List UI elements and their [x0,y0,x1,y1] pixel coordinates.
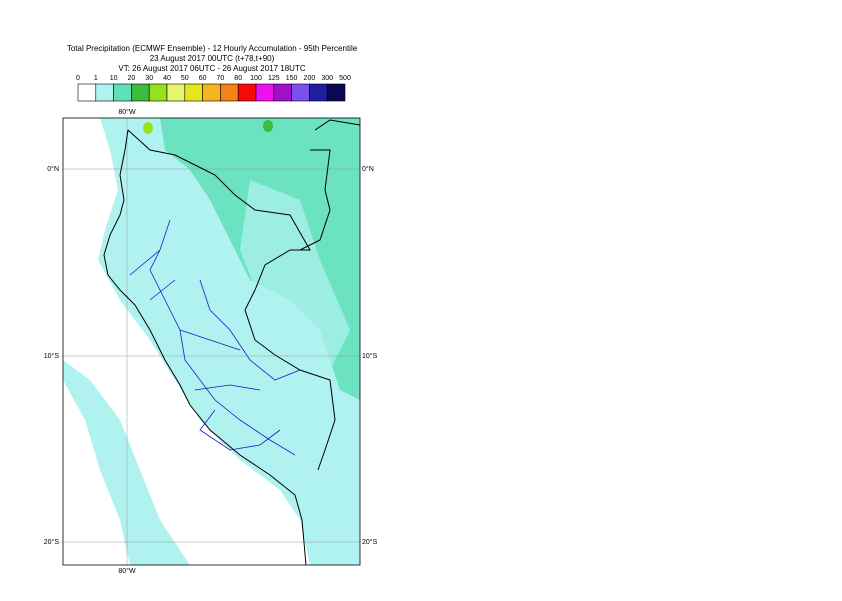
legend-label: 20 [128,75,136,82]
legend-swatch [309,83,328,102]
valid-time: VT: 26 August 2017 06UTC - 26 August 201… [118,64,305,73]
title: Total Precipitation (ECMWF Ensemble) - 1… [67,44,358,53]
legend-label: 60 [199,75,207,82]
legend-label: 500 [339,75,351,82]
legend-swatch [237,83,257,102]
legend-label: 50 [181,75,189,82]
legend-swatch [77,83,97,102]
legend-label: 100 [250,75,262,82]
precip-field [240,180,350,370]
legend-label: 10 [110,75,118,82]
coastline [103,129,307,566]
lat-label: 0°N [362,165,374,173]
lat-label: 10°S [362,352,378,360]
legend-swatch [291,83,310,102]
legend-label: 0 [76,75,80,82]
map-frame [62,117,361,566]
lat-label: 20°S [362,538,378,546]
legend-label: 300 [321,75,333,82]
legend-swatch [184,83,203,102]
legend-label: 200 [304,75,316,82]
legend-swatch [220,83,239,102]
precip-spot [263,120,273,132]
legend-swatch [95,83,114,102]
legend-swatch [202,83,221,102]
legend-swatch [166,83,186,102]
run-time: 23 August 2017 00UTC (t+78,t+90) [150,54,275,63]
legend-swatch [113,83,132,102]
country-border [127,119,361,471]
precip-spot [143,122,153,134]
legend-label: 125 [268,75,280,82]
lat-label: 0°N [47,165,59,173]
lat-label: 10°S [44,352,60,360]
legend-swatch [273,83,292,102]
legend-label: 1 [94,75,98,82]
map: 80°W 80°W 0°N 10°S 20°S 0°N 10°S 20°S [44,108,378,575]
legend-label: 30 [145,75,153,82]
regional-border [129,219,301,456]
legend-label: 70 [217,75,225,82]
graticule [63,118,360,565]
color-legend: 0 1 10 20 30 40 50 60 70 80 100 125 150 200 300 500 [76,75,351,102]
legend-label: 40 [163,75,171,82]
legend-swatch [131,83,150,102]
legend-swatch [148,83,168,102]
lat-label: 20°S [44,538,60,546]
legend-label: 80 [234,75,242,82]
dry-area [63,380,130,565]
lon-label: 80°W [118,567,136,575]
legend-swatch [255,83,275,102]
lon-label: 80°W [118,108,136,116]
legend-swatch [326,83,346,102]
legend-label: 150 [286,75,298,82]
